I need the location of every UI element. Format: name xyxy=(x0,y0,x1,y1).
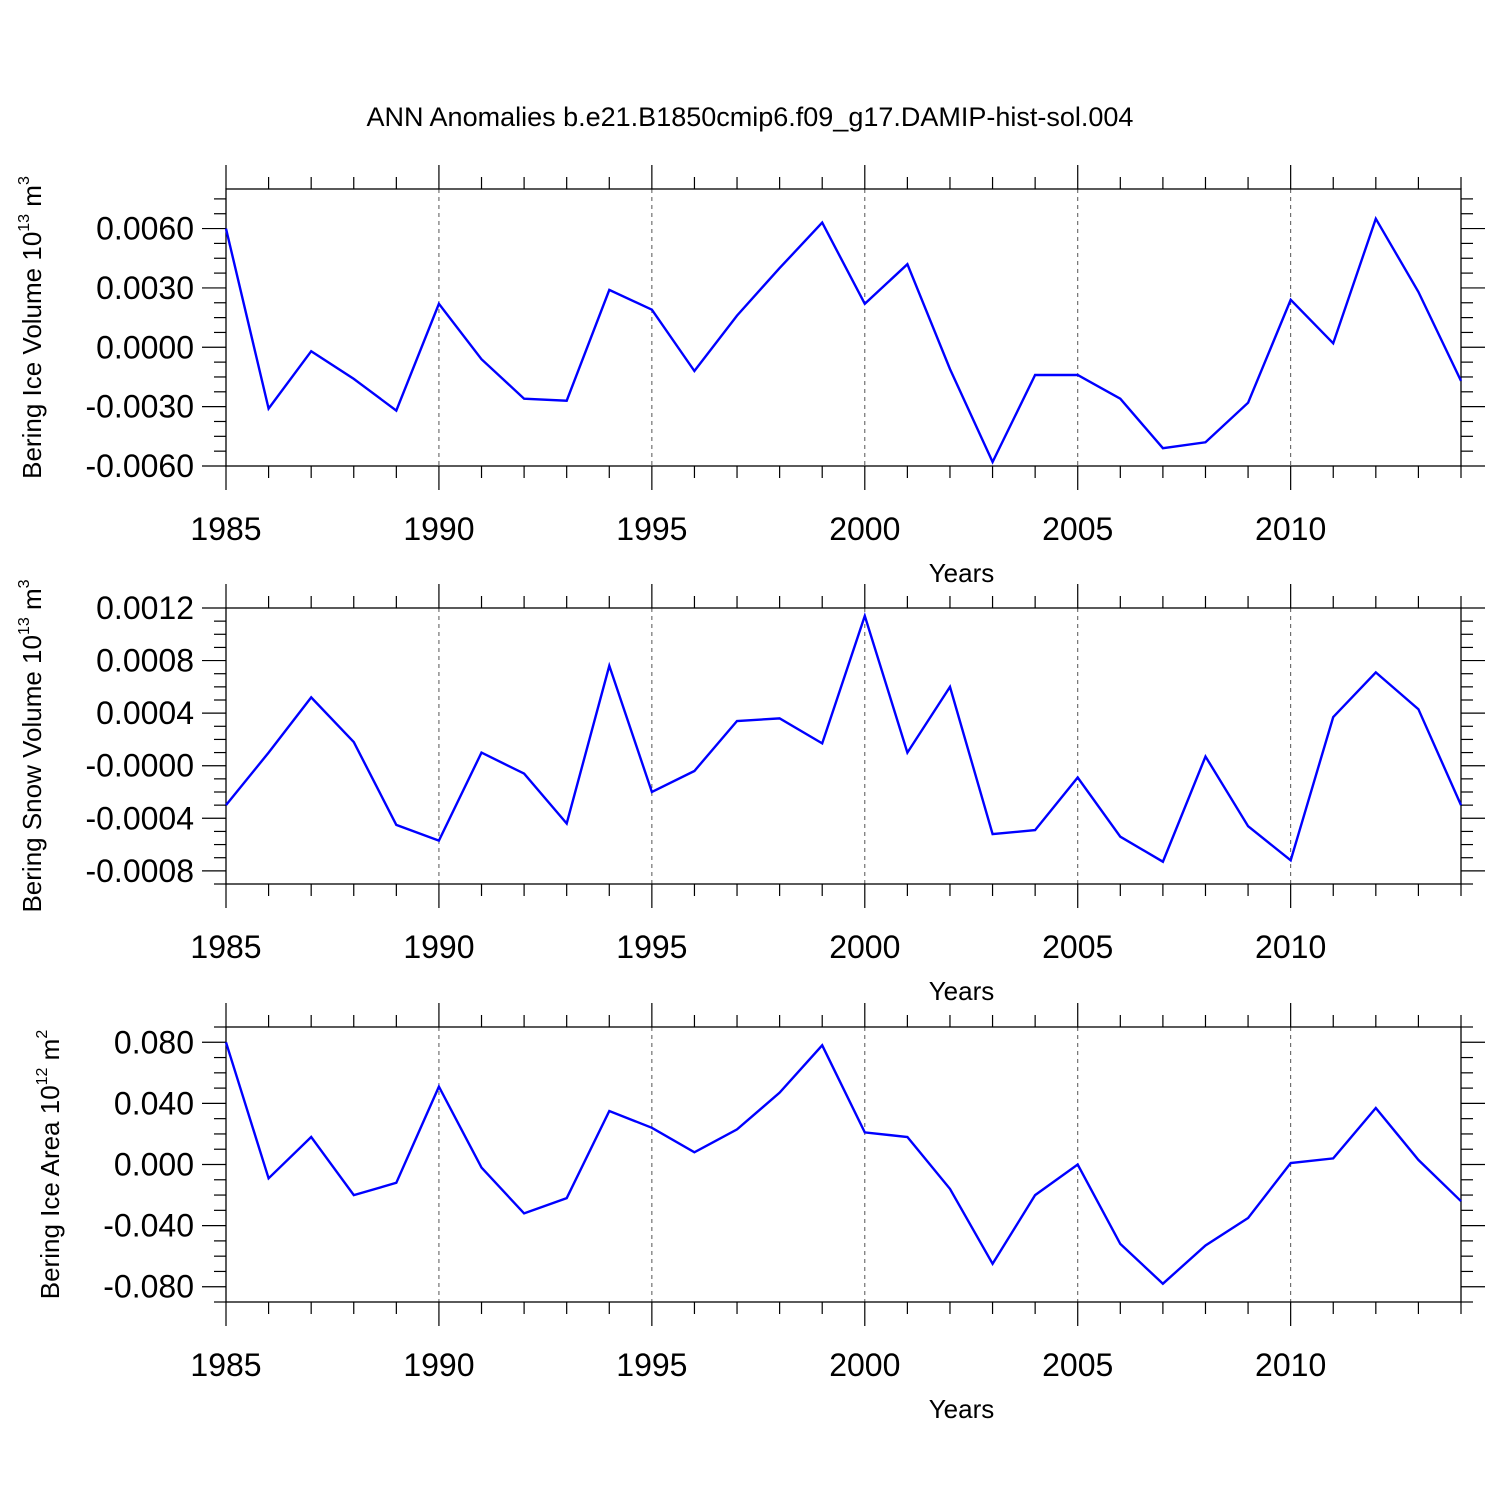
y-axis-label-exponent: 13 xyxy=(16,617,33,635)
panel-snow-volume: 1985 1990 1995 2000 2005 2010 0.0012 0.0008 0.0… xyxy=(16,579,1485,1006)
y-axis-label-base: Bering Ice Area 10 xyxy=(35,1085,65,1299)
x-tick-label: 2010 xyxy=(1255,511,1326,547)
y-axis-label-base: Bering Snow Volume 10 xyxy=(17,635,47,913)
y-tick-label: 0.000 xyxy=(114,1147,194,1183)
x-tick-label: 1990 xyxy=(403,929,474,965)
y-axis-label: Bering Snow Volume 1013 m3 xyxy=(16,579,47,912)
series-line xyxy=(225,611,1463,864)
plot-frame xyxy=(225,188,1462,467)
x-tick-label: 1985 xyxy=(190,1347,261,1383)
series-line xyxy=(224,215,1463,465)
x-tick-label: 1995 xyxy=(616,929,687,965)
x-tick-label: 1995 xyxy=(616,1347,687,1383)
x-tick-label: 2000 xyxy=(829,511,900,547)
y-tick-label: -0.040 xyxy=(103,1208,194,1244)
panel-ice-area: 1985 1990 1995 2000 2005 2010 0.080 0.040 0.000… xyxy=(34,1003,1485,1424)
y-axis-label-unit-exponent: 2 xyxy=(34,1030,51,1039)
y-tick-label: 0.040 xyxy=(114,1085,194,1121)
x-tick-label: 2000 xyxy=(829,1347,900,1383)
plot-frame xyxy=(225,607,1462,885)
x-tick-label: 2005 xyxy=(1042,929,1113,965)
x-tick-label: 2010 xyxy=(1255,1347,1326,1383)
plot-frame xyxy=(225,1026,1462,1303)
x-axis-label: Years xyxy=(929,1394,995,1424)
panel-ice-volume: 1985 1990 1995 2000 2005 2010 0.0060 0.0030 0.0… xyxy=(16,165,1485,588)
x-tick-label: 1990 xyxy=(403,511,474,547)
y-axis-label-unit: m xyxy=(17,588,47,617)
y-tick-label: -0.0000 xyxy=(85,748,194,784)
y-tick-label: -0.0060 xyxy=(85,448,194,484)
y-tick-label: 0.0000 xyxy=(96,329,194,365)
x-tick-label: 2000 xyxy=(829,929,900,965)
x-tick-label: 1995 xyxy=(616,511,687,547)
x-tick-label: 2010 xyxy=(1255,929,1326,965)
x-tick-label: 2005 xyxy=(1042,511,1113,547)
y-tick-label: -0.0030 xyxy=(85,389,194,425)
y-tick-label: 0.0008 xyxy=(96,643,194,679)
y-tick-label: 0.0012 xyxy=(96,590,194,626)
y-axis-label-base: Bering Ice Volume 10 xyxy=(17,232,47,479)
y-tick-label: 0.0060 xyxy=(96,211,194,247)
y-axis-label-unit-exponent: 3 xyxy=(16,579,33,588)
y-axis-label: Bering Ice Volume 1013 m3 xyxy=(16,176,47,479)
chart-title: ANN Anomalies b.e21.B1850cmip6.f09_g17.D… xyxy=(367,102,1134,132)
y-tick-label: -0.080 xyxy=(103,1269,194,1305)
y-tick-label: -0.0008 xyxy=(85,853,194,889)
y-tick-label: 0.0030 xyxy=(96,270,194,306)
y-axis-label-unit-exponent: 3 xyxy=(16,176,33,185)
x-tick-label: 1985 xyxy=(190,929,261,965)
y-tick-label: -0.0004 xyxy=(85,800,194,836)
y-axis-label-exponent: 12 xyxy=(34,1067,51,1085)
x-axis-label: Years xyxy=(929,976,995,1006)
y-axis-label-unit: m xyxy=(35,1039,65,1068)
x-axis-label: Years xyxy=(929,558,995,588)
x-tick-label: 1985 xyxy=(190,511,261,547)
y-tick-label: 0.0004 xyxy=(96,695,194,731)
x-tick-label: 1990 xyxy=(403,1347,474,1383)
y-axis-label-exponent: 13 xyxy=(16,214,33,232)
series-line xyxy=(224,1041,1462,1286)
x-tick-label: 2005 xyxy=(1042,1347,1113,1383)
y-axis-label: Bering Ice Area 1012 m2 xyxy=(34,1030,65,1300)
y-tick-label: 0.080 xyxy=(114,1024,194,1060)
y-axis-label-unit: m xyxy=(17,185,47,214)
